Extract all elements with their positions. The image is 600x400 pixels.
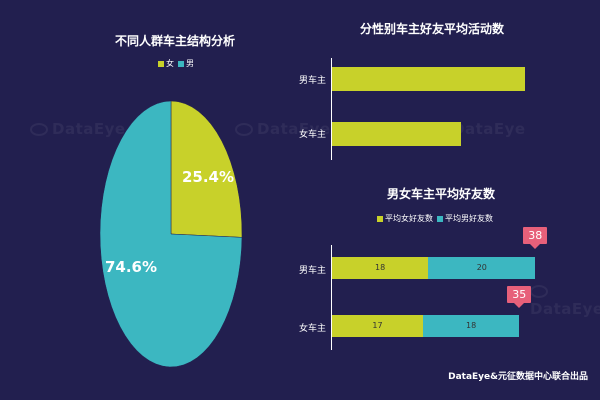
- friends-total-callout-female: 35: [507, 286, 532, 308]
- pie-chart-title: 不同人群车主结构分析: [115, 34, 236, 48]
- friends-value-male-female: 18: [375, 263, 386, 272]
- friends-bar-male-female-segment: [332, 257, 429, 279]
- friends-value-female-male: 18: [465, 321, 477, 330]
- legend-swatch-male: [178, 60, 184, 67]
- friends-chart-title: 男女车主平均好友数: [387, 187, 496, 201]
- activity-chart-title: 分性别车主好友平均活动数: [360, 22, 505, 36]
- legend-label-female-friends: 平均女好友数: [385, 214, 433, 223]
- friends-bar-female-female-segment: [332, 315, 423, 337]
- friends-bar-male-male-segment: [428, 257, 536, 279]
- friends-axis-line: [331, 245, 332, 350]
- watermark-2: DataEye: [235, 120, 331, 138]
- legend-swatch-female: [158, 60, 164, 67]
- friends-bar-female-male-segment: [422, 315, 520, 337]
- activity-bar-female: [332, 122, 461, 146]
- legend-label-female: 女: [166, 59, 174, 68]
- pie-legend: 女 男: [154, 58, 194, 69]
- activity-axis-line: [331, 58, 332, 160]
- activity-category-male: 男车主: [298, 76, 326, 86]
- pie-label-male: 74.6%: [105, 258, 157, 276]
- pie-slice-male: [99, 100, 243, 368]
- activity-category-female: 女车主: [298, 130, 326, 140]
- pie-label-female: 25.4%: [182, 168, 234, 186]
- legend-label-male: 男: [186, 59, 194, 68]
- friends-total-callout-male: 38: [523, 227, 548, 249]
- friends-legend: 平均女好友数 平均男好友数: [373, 213, 493, 224]
- watermark-1: DataEye: [30, 120, 126, 138]
- eye-logo-icon: [30, 123, 48, 136]
- legend-swatch-female-friends: [377, 215, 383, 222]
- legend-swatch-male-friends: [437, 215, 443, 222]
- legend-label-male-friends: 平均男好友数: [445, 214, 493, 223]
- friends-category-female: 女车主: [298, 324, 326, 334]
- activity-bar-male: [332, 67, 525, 91]
- friends-category-male: 男车主: [298, 266, 326, 276]
- footer-credit: DataEye&元征数据中心联合出品: [448, 372, 588, 382]
- friends-value-female-female: 17: [372, 321, 383, 330]
- friends-value-male-male: 20: [476, 263, 487, 272]
- eye-logo-icon: [235, 123, 253, 136]
- pie-slice-female: [170, 100, 243, 238]
